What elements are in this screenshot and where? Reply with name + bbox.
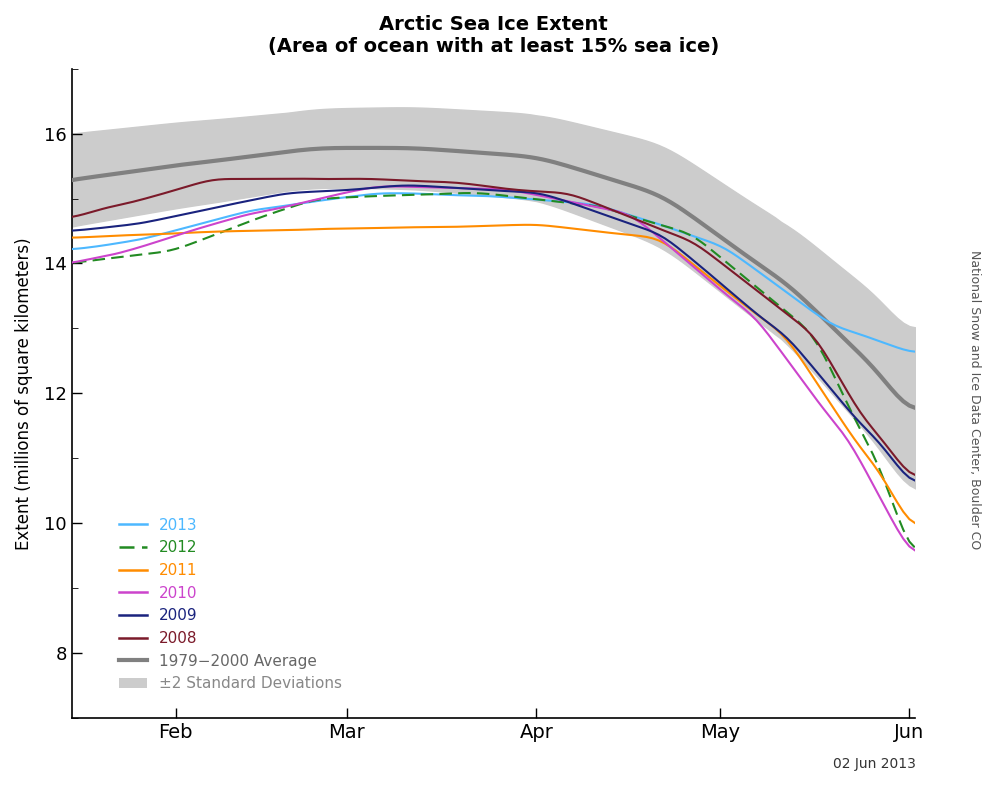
Text: 02 Jun 2013: 02 Jun 2013 [833,757,915,771]
Title: Arctic Sea Ice Extent
(Area of ocean with at least 15% sea ice): Arctic Sea Ice Extent (Area of ocean wit… [268,15,719,56]
Legend: 2013, 2012, 2011, 2010, 2009, 2008, 1979−2000 Average, ±2 Standard Deviations: 2013, 2012, 2011, 2010, 2009, 2008, 1979… [113,512,348,698]
Text: National Snow and Ice Data Center, Boulder CO: National Snow and Ice Data Center, Bould… [968,250,982,550]
Y-axis label: Extent (millions of square kilometers): Extent (millions of square kilometers) [15,237,33,550]
